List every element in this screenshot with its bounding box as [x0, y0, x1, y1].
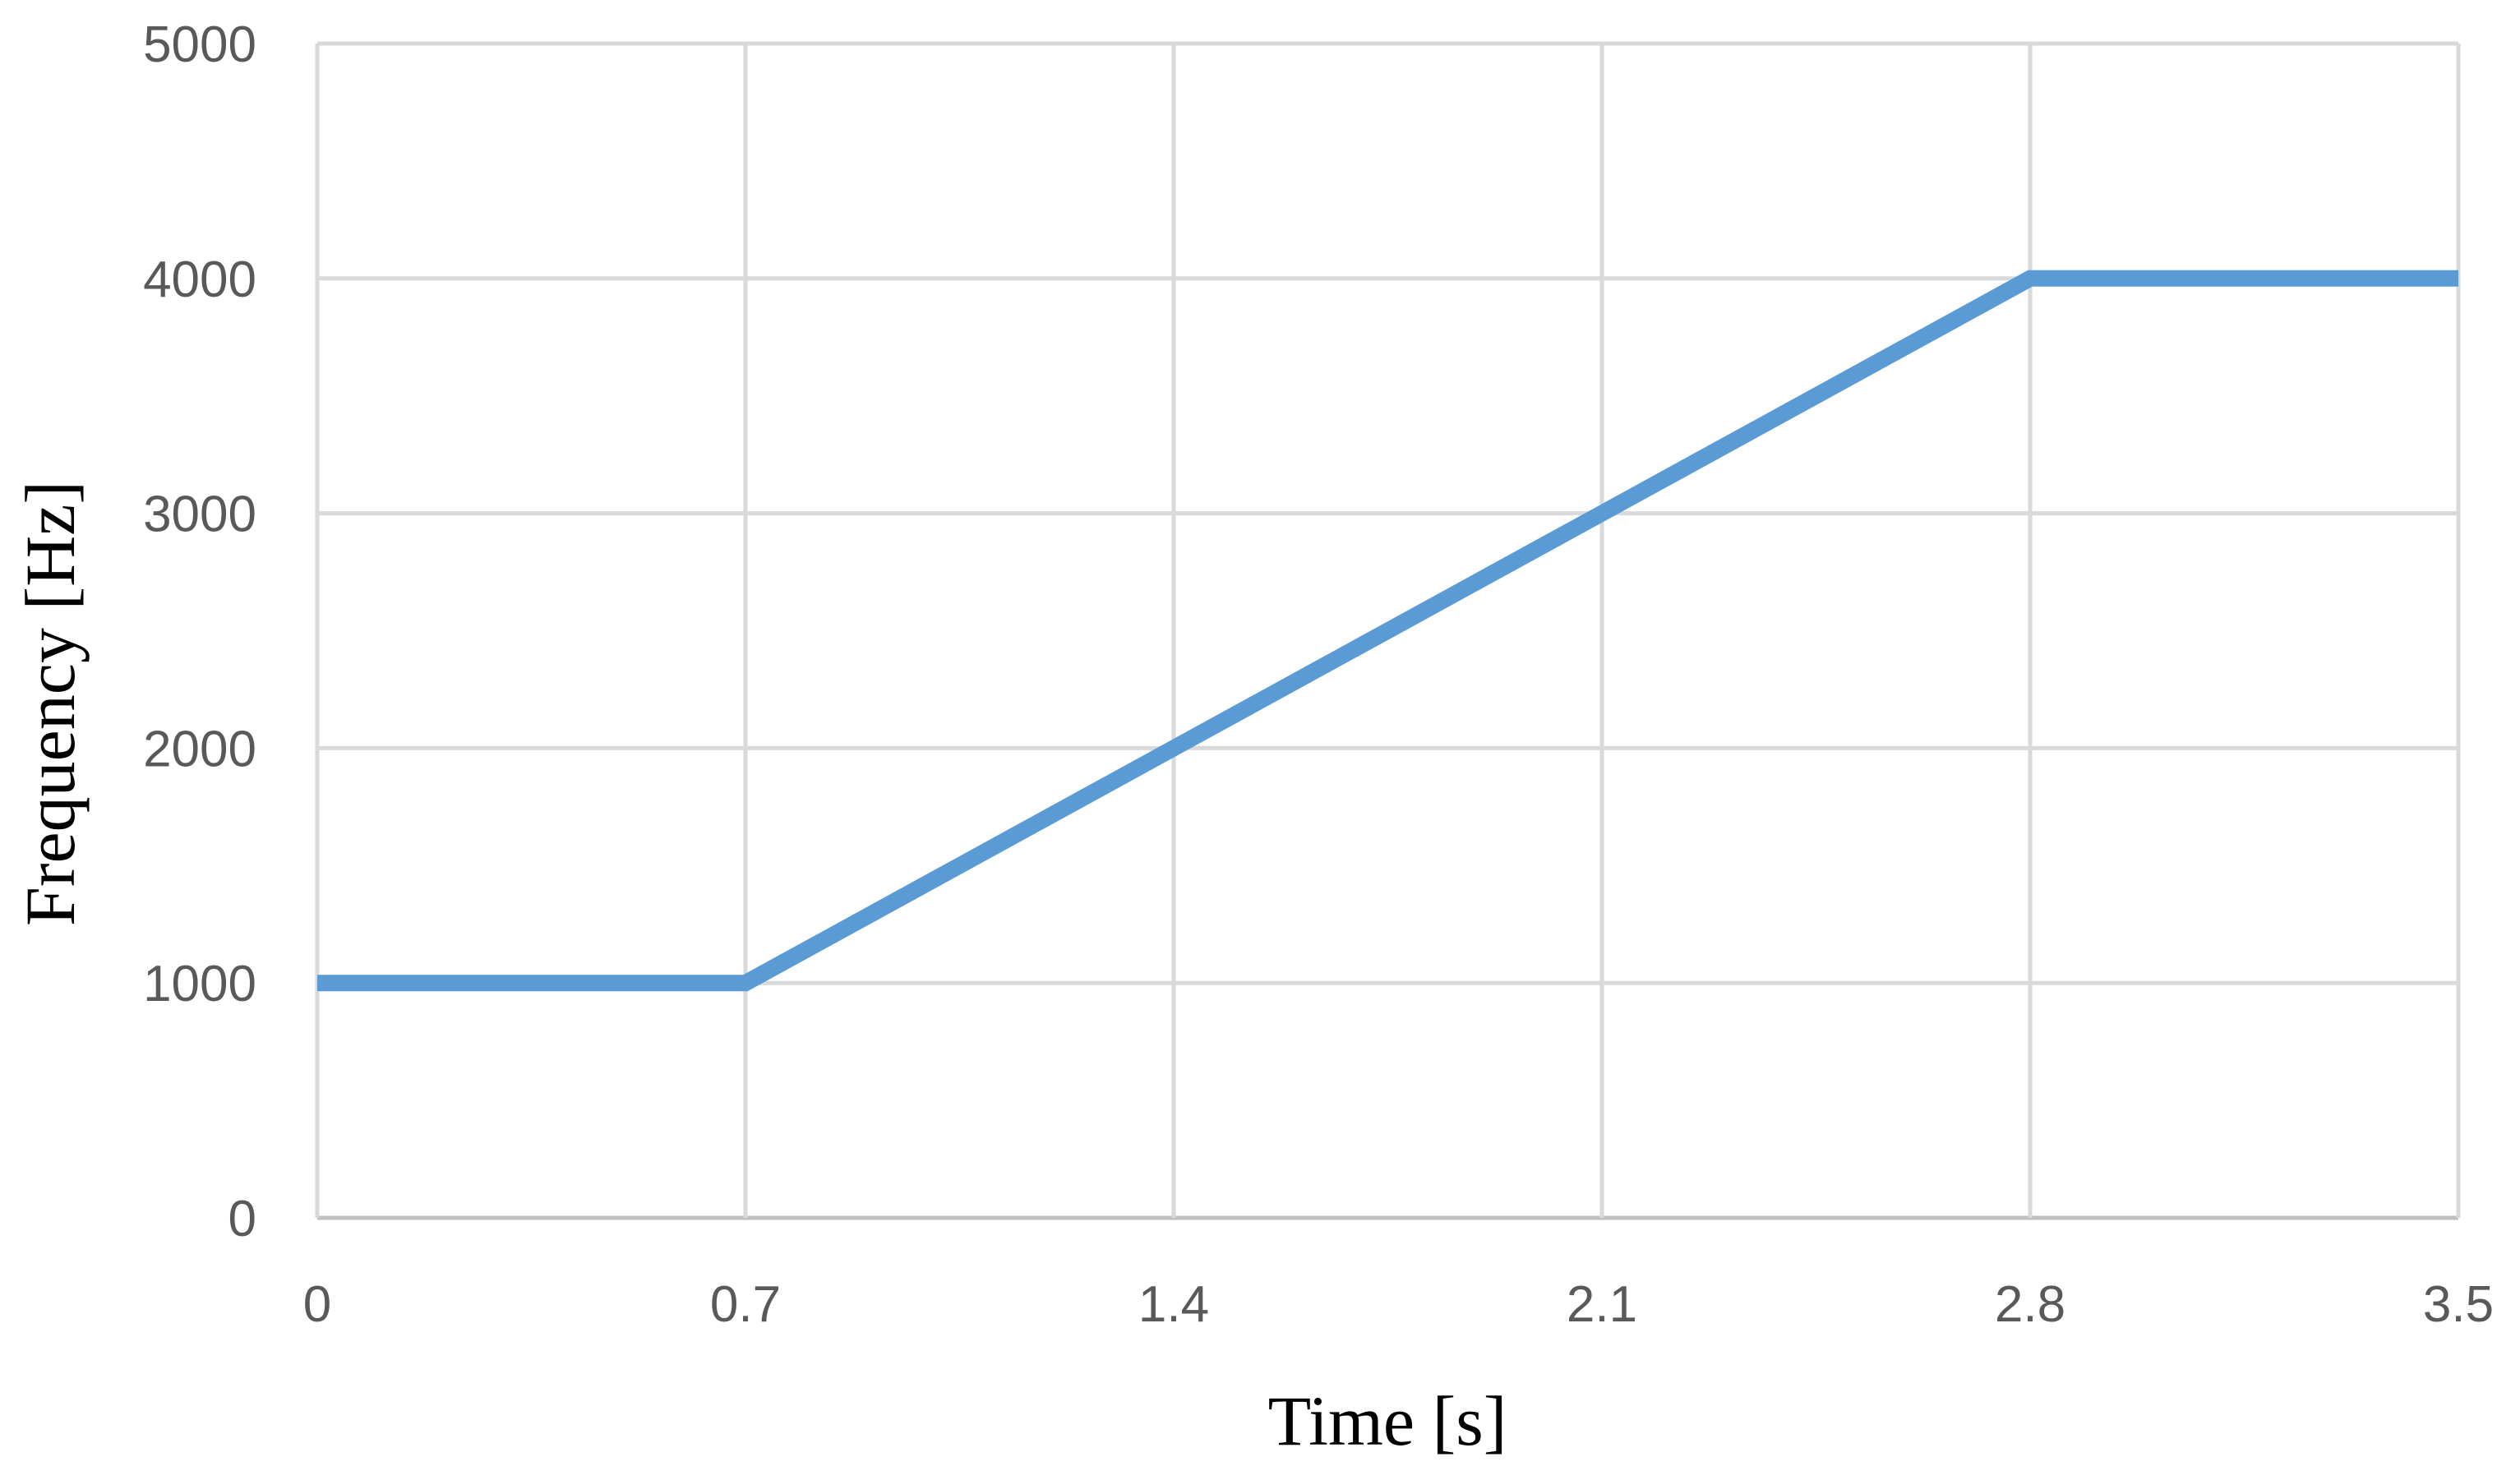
y-tick-label: 0 — [228, 1191, 256, 1247]
x-tick-label: 2.8 — [1995, 1276, 2065, 1333]
y-tick-label: 3000 — [143, 486, 256, 543]
x-axis-title: Time [s] — [1268, 1381, 1507, 1460]
y-tick-label: 5000 — [143, 16, 256, 73]
y-tick-label: 2000 — [143, 721, 256, 777]
x-tick-label: 3.5 — [2423, 1276, 2494, 1333]
y-tick-label: 4000 — [143, 251, 256, 308]
x-tick-label: 2.1 — [1567, 1276, 1637, 1333]
y-axis-ticks: 0 1000 2000 3000 4000 5000 — [143, 16, 256, 1247]
x-tick-label: 0 — [303, 1276, 331, 1333]
x-tick-label: 0.7 — [710, 1276, 781, 1333]
y-axis-title: Frequency [Hz] — [11, 481, 90, 926]
x-tick-label: 1.4 — [1138, 1276, 1209, 1333]
series-line — [317, 270, 2458, 992]
y-tick-label: 1000 — [143, 956, 256, 1012]
x-axis-ticks: 0 0.7 1.4 2.1 2.8 3.5 — [303, 1276, 2494, 1333]
series-layer — [316, 270, 2459, 992]
